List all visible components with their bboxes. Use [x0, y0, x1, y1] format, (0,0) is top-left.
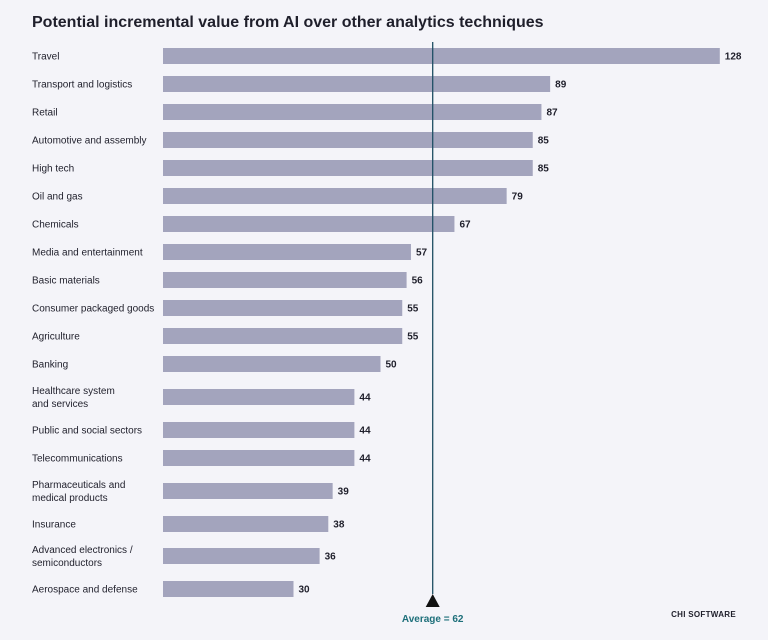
- category-label: Retail: [32, 108, 58, 119]
- bar: [163, 483, 333, 499]
- value-label: 87: [546, 108, 558, 119]
- value-label: 55: [407, 332, 419, 343]
- bar: [163, 132, 533, 148]
- value-label: 38: [333, 520, 345, 531]
- value-labels: 128 89 87 85 85 79 67 57 56 55 55 50 44 44 44 39 38 36 30: [299, 52, 742, 596]
- average-triangle-icon: [425, 594, 440, 607]
- bar: [163, 356, 381, 372]
- bar: [163, 48, 720, 64]
- category-label: Public and social sectors: [32, 426, 142, 437]
- category-label: Media and entertainment: [32, 248, 143, 259]
- category-label: Automotive and assembly: [32, 136, 147, 147]
- value-label: 44: [359, 454, 371, 465]
- bar: [163, 300, 403, 316]
- average-marker: Average = 62: [402, 42, 464, 625]
- value-label: 36: [325, 552, 337, 563]
- bar: [163, 516, 329, 532]
- category-label: Pharmaceuticals and medical products: [32, 480, 125, 504]
- chart-title: Potential incremental value from AI over…: [32, 14, 544, 31]
- category-label: Advanced electronics / semiconductors: [32, 545, 133, 569]
- bar: [163, 160, 533, 176]
- value-label: 55: [407, 304, 419, 315]
- category-label: Transport and logistics: [32, 80, 132, 91]
- bar: [163, 389, 355, 405]
- bar: [163, 272, 407, 288]
- bar: [163, 581, 294, 597]
- value-label: 30: [299, 585, 311, 596]
- value-label: 44: [359, 426, 371, 437]
- category-label: Chemicals: [32, 220, 79, 231]
- bar: [163, 422, 355, 438]
- bar: [163, 188, 507, 204]
- category-label: Agriculture: [32, 332, 80, 343]
- value-label: 44: [359, 393, 371, 404]
- category-label: Oil and gas: [32, 192, 83, 203]
- bar: [163, 216, 455, 232]
- value-label: 85: [538, 164, 550, 175]
- category-label: Consumer packaged goods: [32, 304, 154, 315]
- value-label: 67: [459, 220, 471, 231]
- bar: [163, 548, 320, 564]
- value-label: 57: [416, 248, 428, 259]
- category-label: Travel: [32, 52, 59, 63]
- value-label: 50: [386, 360, 398, 371]
- brand-logo: CHI SOFTWARE: [671, 610, 736, 619]
- category-label: Aerospace and defense: [32, 585, 138, 596]
- category-labels: Travel Transport and logistics Retail Autom…: [32, 52, 154, 596]
- category-label: Telecommunications: [32, 454, 123, 465]
- bar: [163, 450, 355, 466]
- category-label: Banking: [32, 360, 68, 371]
- bars: [163, 48, 720, 597]
- bar: [163, 244, 411, 260]
- value-label: 56: [412, 276, 424, 287]
- bar: [163, 328, 403, 344]
- category-label: Healthcare system and services: [32, 386, 115, 410]
- value-label: 39: [338, 487, 350, 498]
- value-label: 89: [555, 80, 567, 91]
- bar: [163, 104, 542, 120]
- category-label: Insurance: [32, 520, 76, 531]
- category-label: High tech: [32, 164, 74, 175]
- value-label: 79: [512, 192, 524, 203]
- bar: [163, 76, 551, 92]
- category-label: Basic materials: [32, 276, 100, 287]
- value-label: 85: [538, 136, 550, 147]
- average-label: Average = 62: [402, 614, 464, 625]
- value-label: 128: [725, 52, 742, 63]
